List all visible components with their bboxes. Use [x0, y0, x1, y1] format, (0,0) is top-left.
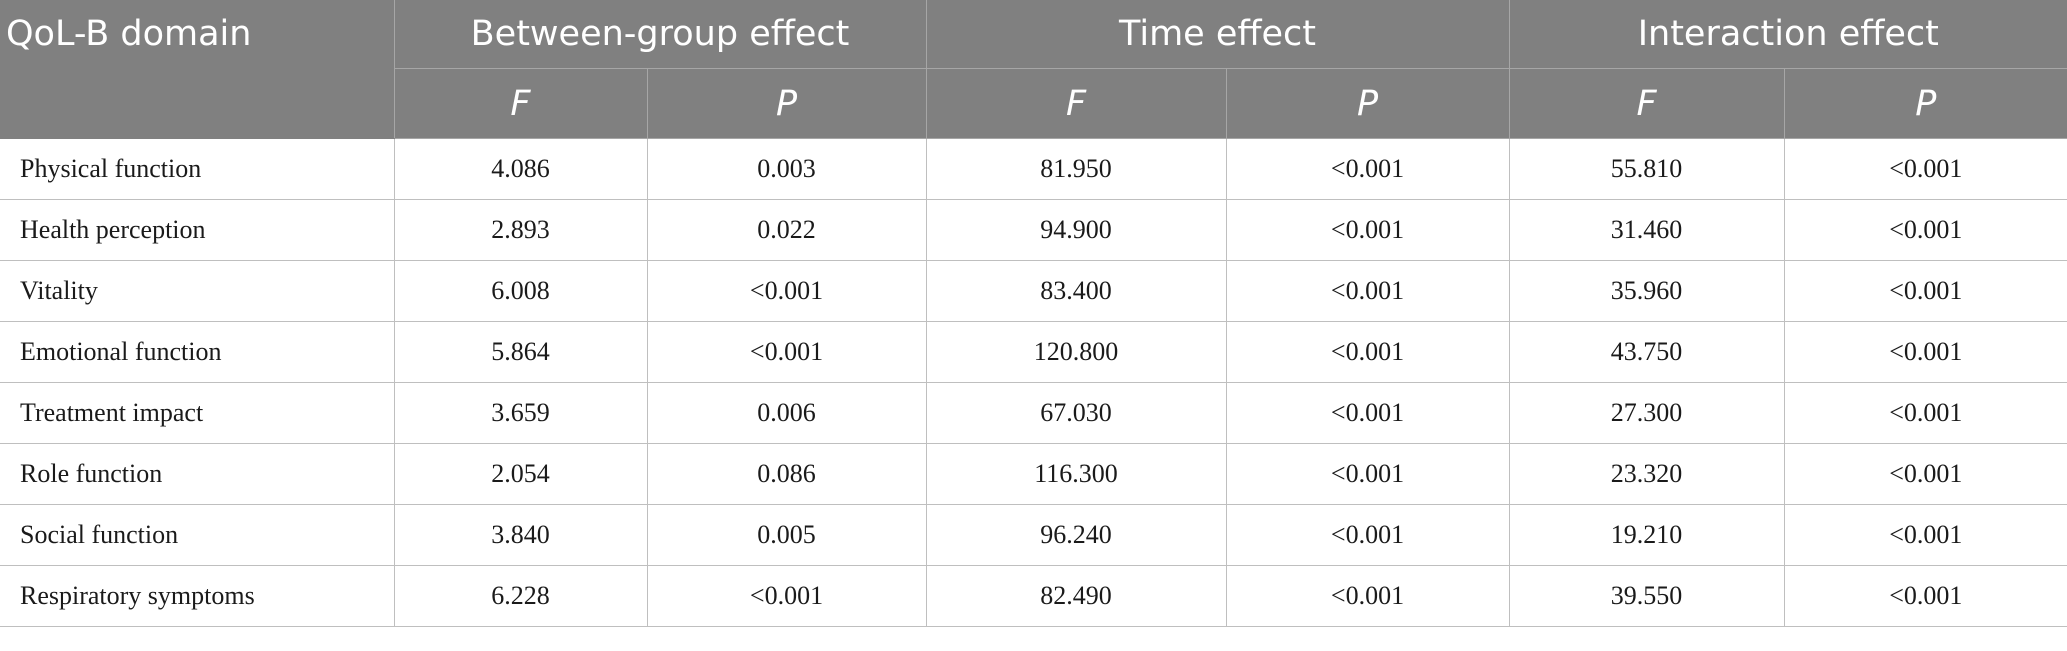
between-p-cell: <0.001: [647, 321, 927, 383]
between-p-cell: <0.001: [647, 565, 927, 627]
domain-cell: Treatment impact: [0, 382, 395, 444]
interaction-f-cell: 43.750: [1509, 321, 1785, 383]
between-p-cell: 0.005: [647, 504, 927, 566]
domain-cell: Vitality: [0, 260, 395, 322]
between-f-cell: 2.893: [394, 199, 648, 261]
time-f-cell: 96.240: [926, 504, 1227, 566]
domain-cell: Physical function: [0, 138, 395, 200]
time-p-cell: <0.001: [1226, 199, 1510, 261]
table-row: Respiratory symptoms 6.228 <0.001 82.490 <0.…: [0, 565, 2067, 627]
time-f-cell: 82.490: [926, 565, 1227, 627]
time-f-cell: 67.030: [926, 382, 1227, 444]
header-f: F: [926, 68, 1227, 139]
results-table: QoL-B domain Between-group effect Time e…: [0, 0, 2067, 627]
interaction-f-cell: 31.460: [1509, 199, 1785, 261]
interaction-f-cell: 19.210: [1509, 504, 1785, 566]
between-f-cell: 4.086: [394, 138, 648, 200]
time-p-cell: <0.001: [1226, 138, 1510, 200]
table-body: Physical function 4.086 0.003 81.950 <0.001 5…: [0, 138, 2067, 627]
interaction-p-cell: <0.001: [1784, 260, 2067, 322]
header-interaction: Interaction effect: [1509, 0, 2067, 69]
domain-cell: Health perception: [0, 199, 395, 261]
header-row-groups: QoL-B domain Between-group effect Time e…: [0, 0, 2067, 139]
time-p-cell: <0.001: [1226, 382, 1510, 444]
between-f-cell: 3.840: [394, 504, 648, 566]
between-f-cell: 5.864: [394, 321, 648, 383]
time-p-cell: <0.001: [1226, 321, 1510, 383]
table-row: Social function 3.840 0.005 96.240 <0.001 19.…: [0, 504, 2067, 566]
header-p: P: [647, 68, 927, 139]
time-p-cell: <0.001: [1226, 443, 1510, 505]
table-row: Treatment impact 3.659 0.006 67.030 <0.001 27…: [0, 382, 2067, 444]
interaction-p-cell: <0.001: [1784, 199, 2067, 261]
time-f-cell: 94.900: [926, 199, 1227, 261]
interaction-f-cell: 55.810: [1509, 138, 1785, 200]
header-domain: QoL-B domain: [0, 0, 395, 139]
header-p: P: [1226, 68, 1510, 139]
between-f-cell: 6.008: [394, 260, 648, 322]
between-f-cell: 2.054: [394, 443, 648, 505]
domain-cell: Social function: [0, 504, 395, 566]
time-f-cell: 116.300: [926, 443, 1227, 505]
header-f: F: [1509, 68, 1785, 139]
interaction-p-cell: <0.001: [1784, 443, 2067, 505]
between-f-cell: 6.228: [394, 565, 648, 627]
interaction-f-cell: 39.550: [1509, 565, 1785, 627]
between-p-cell: 0.022: [647, 199, 927, 261]
table-header: QoL-B domain Between-group effect Time e…: [0, 0, 2067, 139]
interaction-f-cell: 35.960: [1509, 260, 1785, 322]
header-row-stats: F P F P F P: [0, 68, 2067, 139]
interaction-f-cell: 23.320: [1509, 443, 1785, 505]
table-row: Emotional function 5.864 <0.001 120.800 <0.0…: [0, 321, 2067, 383]
between-p-cell: <0.001: [647, 260, 927, 322]
interaction-p-cell: <0.001: [1784, 382, 2067, 444]
interaction-p-cell: <0.001: [1784, 504, 2067, 566]
header-p: P: [1784, 68, 2067, 139]
time-f-cell: 83.400: [926, 260, 1227, 322]
interaction-p-cell: <0.001: [1784, 138, 2067, 200]
domain-cell: Role function: [0, 443, 395, 505]
header-f: F: [394, 68, 648, 139]
interaction-p-cell: <0.001: [1784, 565, 2067, 627]
time-p-cell: <0.001: [1226, 565, 1510, 627]
time-f-cell: 120.800: [926, 321, 1227, 383]
time-f-cell: 81.950: [926, 138, 1227, 200]
header-between-group: Between-group effect: [394, 0, 927, 69]
domain-cell: Respiratory symptoms: [0, 565, 395, 627]
table-row: Role function 2.054 0.086 116.300 <0.001 23.3…: [0, 443, 2067, 505]
between-f-cell: 3.659: [394, 382, 648, 444]
table-row: Physical function 4.086 0.003 81.950 <0.001 5…: [0, 138, 2067, 200]
between-p-cell: 0.006: [647, 382, 927, 444]
table-row: Vitality 6.008 <0.001 83.400 <0.001 35.960 <0.…: [0, 260, 2067, 322]
interaction-f-cell: 27.300: [1509, 382, 1785, 444]
between-p-cell: 0.086: [647, 443, 927, 505]
domain-cell: Emotional function: [0, 321, 395, 383]
between-p-cell: 0.003: [647, 138, 927, 200]
time-p-cell: <0.001: [1226, 504, 1510, 566]
table-row: Health perception 2.893 0.022 94.900 <0.001 3…: [0, 199, 2067, 261]
interaction-p-cell: <0.001: [1784, 321, 2067, 383]
time-p-cell: <0.001: [1226, 260, 1510, 322]
header-time: Time effect: [926, 0, 1510, 69]
